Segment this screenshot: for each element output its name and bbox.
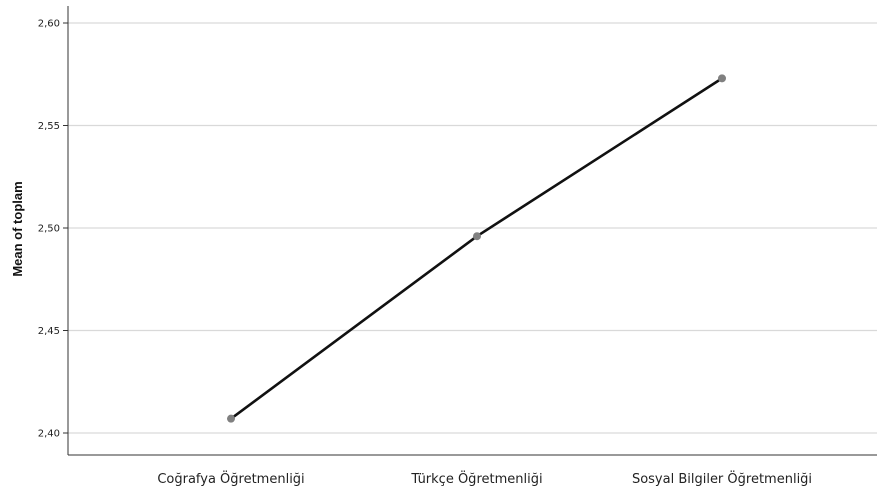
y-tick-labels: 2,40 2,45 2,50 2,55 2,60 xyxy=(38,19,60,440)
x-tick-label: Coğrafya Öğretmenliği xyxy=(157,470,304,487)
y-axis-label: Mean of toplam xyxy=(10,181,25,276)
y-tick-label: 2,60 xyxy=(38,19,60,30)
x-tick-label: Türkçe Öğretmenliği xyxy=(410,470,542,487)
data-point xyxy=(473,232,481,241)
y-tick-label: 2,40 xyxy=(38,429,60,440)
series-line xyxy=(230,77,723,420)
y-tick-label: 2,45 xyxy=(38,326,60,337)
x-tick-labels: Coğrafya Öğretmenliği Türkçe Öğretmenliği… xyxy=(157,470,812,487)
data-point xyxy=(718,74,726,83)
y-tick-label: 2,55 xyxy=(38,121,60,132)
series-group xyxy=(227,74,726,423)
y-tick-label: 2,50 xyxy=(38,224,60,235)
axes xyxy=(63,6,877,456)
data-point xyxy=(227,414,235,423)
grid-lines xyxy=(68,22,877,434)
x-tick-label: Sosyal Bilgiler Öğretmenliği xyxy=(632,470,812,487)
